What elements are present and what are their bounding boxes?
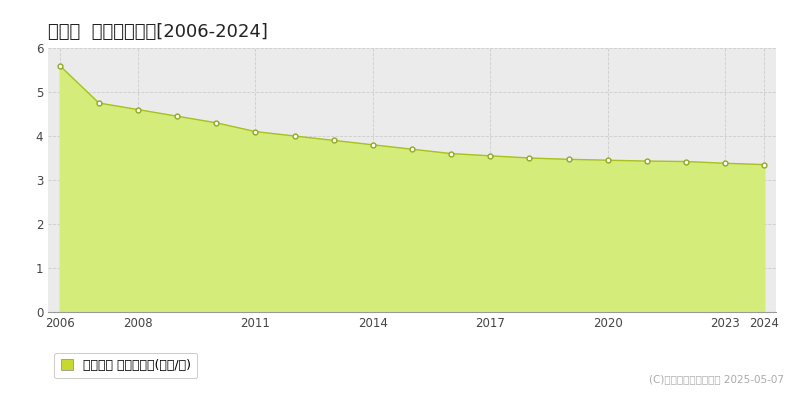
Legend: 基準地価 平均坪単価(万円/坪): 基準地価 平均坪単価(万円/坪) [54,352,198,378]
Text: 北栄町  基準地価推移[2006-2024]: 北栄町 基準地価推移[2006-2024] [48,23,268,41]
Text: (C)土地価格ドットコム 2025-05-07: (C)土地価格ドットコム 2025-05-07 [649,374,784,384]
